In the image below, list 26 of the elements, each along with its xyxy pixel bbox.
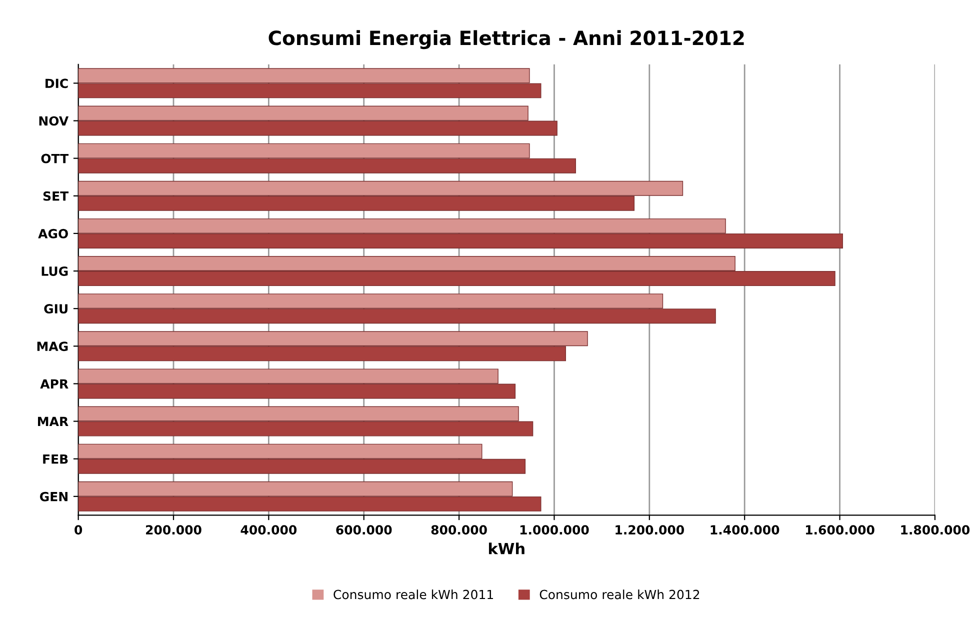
y-tick-label: FEB [43, 454, 68, 464]
x-axis-title: kWh [488, 542, 524, 554]
y-tick-label: GIU [44, 304, 68, 314]
x-tick-label: 600.000 [336, 525, 392, 535]
x-tick-label: 0 [74, 525, 82, 535]
y-tick-label: MAR [38, 416, 68, 426]
y-tick-label: OTT [41, 154, 69, 164]
y-tick-label: SET [43, 191, 69, 201]
legend-label: Consumo reale kWh 2012 [540, 590, 700, 600]
y-tick-label: DIC [46, 78, 68, 88]
y-tick-label: NOV [39, 116, 69, 126]
x-tick-label: 200.000 [146, 525, 202, 535]
x-tick-label: 1.600.000 [806, 525, 874, 535]
y-tick-label: MAG [37, 342, 68, 352]
x-tick-label: 1.200.000 [616, 525, 684, 535]
y-tick-label: GEN [40, 492, 68, 502]
x-tick-label: 800.000 [431, 525, 487, 535]
x-tick-label: 1.000.000 [520, 525, 589, 535]
x-tick-label: 1.800.000 [901, 525, 970, 535]
y-tick-label: APR [40, 379, 68, 388]
x-tick-label: 400.000 [240, 525, 297, 535]
legend-label: Consumo reale kWh 2011 [334, 590, 493, 600]
y-tick-label: AGO [38, 228, 68, 238]
x-tick-label: 1.400.000 [710, 525, 780, 535]
chart-title: Consumi Energia Elettrica - Anni 2011-2012 [268, 30, 744, 50]
y-tick-label: LUG [42, 266, 68, 276]
